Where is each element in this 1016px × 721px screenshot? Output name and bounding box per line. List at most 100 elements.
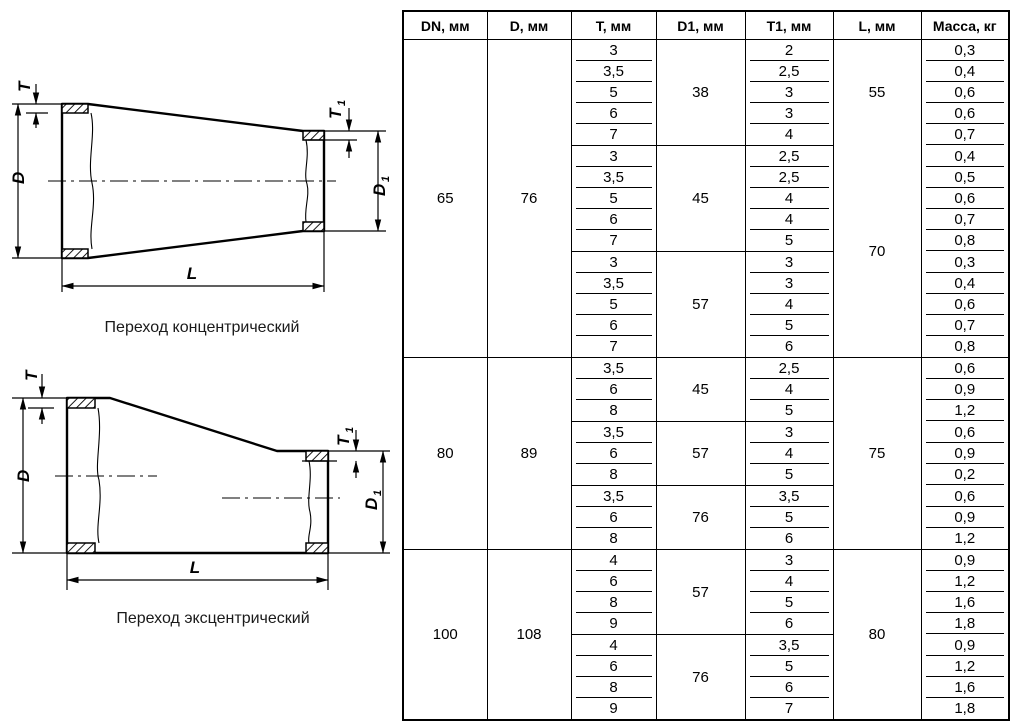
table-cell: 0,8 (920, 336, 1010, 358)
table-cell-value: 5 (784, 466, 794, 483)
table-cell: 0,9 (920, 443, 1010, 464)
table-cell: 0,3 (920, 39, 1010, 61)
table-row: 3,5 3 0,4 (403, 273, 1010, 294)
reducer-body (48, 102, 336, 260)
table-cell: 6 (570, 103, 657, 124)
table-cell-value: 1,8 (954, 700, 976, 717)
table-cell: 5 (570, 188, 657, 209)
table-cell: 8 (570, 592, 657, 613)
table-cell-value: 1,6 (925, 677, 1004, 698)
table-cell: 3 (744, 251, 834, 273)
table-cell-value: 6 (784, 615, 794, 632)
table-cell: 4 (744, 379, 834, 400)
table-row: 8 5 1,2 (403, 400, 1010, 422)
table-cell: 0,6 (920, 103, 1010, 124)
concentric-caption: Переход концентрический (104, 319, 300, 336)
label-T: T (22, 369, 41, 381)
table-row: 6 4 0,7 (403, 209, 1010, 230)
table-cell: 6 (744, 528, 834, 550)
table-cell-value: 0,6 (925, 82, 1004, 103)
table-cell-value: 6 (784, 530, 794, 547)
table-cell: 3 (744, 421, 834, 443)
dimension-D1: D 1 (328, 450, 390, 554)
table-cell-value: 6 (784, 338, 794, 355)
table-cell-value: 3,5 (575, 422, 652, 443)
table-cell: 76 (486, 39, 572, 358)
table-cell-value: 0,9 (925, 379, 1004, 400)
table-row: 5 4 0,6 (403, 294, 1010, 315)
table-cell: 3,5 (570, 273, 657, 294)
table-cell-value: 5 (575, 294, 652, 315)
table-cell-value: 0,5 (925, 167, 1004, 188)
table-cell-value: 6 (575, 315, 652, 336)
label-D: D (14, 470, 33, 482)
table-cell: 6 (570, 379, 657, 400)
table-row: 6 3 0,6 (403, 103, 1010, 124)
table-cell-value: 0,6 (925, 188, 1004, 209)
table-cell: 0,7 (920, 124, 1010, 146)
table-cell-value: 0,6 (925, 486, 1004, 507)
table-row: 3 45 2,5 70 0,4 (403, 145, 1010, 358)
table-cell: 6 (570, 571, 657, 592)
table-row: 80 89 3,5 45 2,5 75 0,6 (402, 357, 1010, 550)
table-cell: 75 (832, 357, 922, 550)
break-line (305, 139, 309, 223)
table-cell-value: 4 (575, 635, 652, 656)
table-row: 6 5 1,2 (403, 656, 1010, 677)
table-row: 5 4 0,6 (403, 188, 1010, 209)
spec-table: DN, мм D, мм T, мм D1, мм T1, мм L, мм Масса, … (402, 10, 1010, 721)
table-cell-value: 4 (749, 379, 829, 400)
table-cell: 6 (570, 656, 657, 677)
table-cell: 3,5 (744, 634, 834, 656)
table-cell: 4 (744, 209, 834, 230)
table-cell-value: 3 (575, 146, 652, 167)
break-line (89, 112, 95, 250)
table-cell-value: 1,2 (925, 400, 1004, 422)
table-row: 6 5 0,9 (403, 507, 1010, 528)
dimension-D1: D 1 (324, 130, 392, 232)
table-cell-value: 3 (575, 252, 652, 273)
table-cell: 100 (402, 549, 488, 720)
table-cell: 4 (744, 294, 834, 315)
table-cell-value: 5 (749, 592, 829, 613)
table-cell: 1,8 (920, 613, 1010, 635)
table-cell-value: 0,6 (925, 103, 1004, 124)
table-cell-value: 4 (784, 126, 794, 143)
table-cell: 2,5 (744, 61, 834, 82)
table-cell-value: 3,5 (749, 486, 829, 507)
table-cell-value: 6 (575, 571, 652, 592)
table-cell-value: 5 (784, 232, 794, 249)
column-header: DN, мм (402, 10, 488, 40)
table-cell-value: 8 (575, 592, 652, 613)
table-cell: 5 (744, 464, 834, 486)
table-cell-value: 6 (575, 507, 652, 528)
label-T1-sub: 1 (344, 427, 356, 433)
table-cell: 3 (744, 549, 834, 571)
table-cell-value: 0,9 (925, 635, 1004, 656)
table-cell-value: 0,4 (925, 61, 1004, 82)
eccentric-caption: Переход эксцентрический (116, 610, 310, 627)
label-T1-sub: 1 (336, 100, 348, 106)
table-cell: 7 (570, 124, 657, 146)
table-cell-value: 2,5 (749, 146, 829, 167)
table-cell-value: 3,5 (575, 486, 652, 507)
table-cell-value: 2,5 (749, 61, 829, 82)
table-cell: 0,9 (920, 379, 1010, 400)
table-cell-value: 1,2 (954, 530, 976, 547)
table-cell: 1,2 (920, 656, 1010, 677)
dimension-D: D (12, 397, 67, 554)
table-cell-value: 9 (609, 615, 618, 632)
table-cell: 5 (744, 507, 834, 528)
table-row: 3,5 76 3,5 0,6 (403, 485, 1010, 550)
table-cell-value: 5 (575, 188, 652, 209)
table-cell: 5 (744, 230, 834, 252)
label-D: D (9, 172, 28, 184)
table-cell: 0,4 (920, 61, 1010, 82)
table-row: 6 4 0,9 (403, 443, 1010, 464)
table-row: 7 6 0,8 (403, 336, 1010, 358)
table-row: 3,5 2,5 0,5 (403, 167, 1010, 188)
table-cell-value: 9 (609, 700, 618, 717)
table-cell-value: 7 (784, 700, 794, 717)
table-cell-value: 6 (575, 656, 652, 677)
label-L: L (187, 264, 197, 283)
